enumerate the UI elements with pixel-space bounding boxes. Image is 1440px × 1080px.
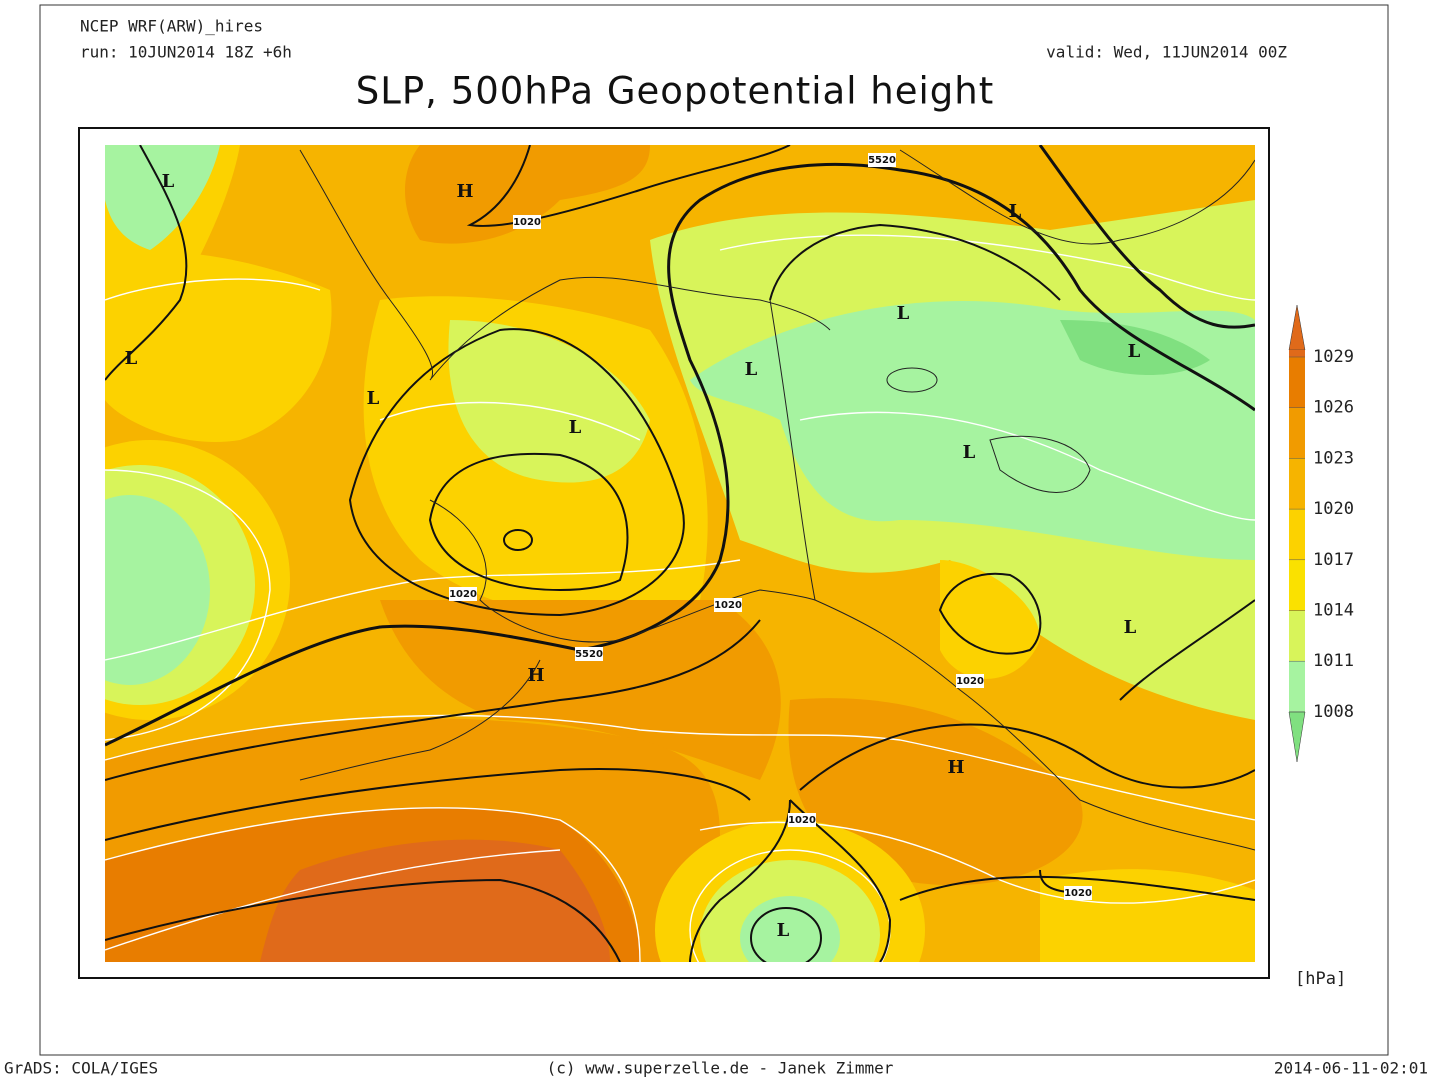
contour-label: 5520 [575,649,603,660]
contour-label-box [956,674,984,688]
colorbar-label: 1008 [1313,702,1354,722]
contour-label: 1020 [1064,888,1092,899]
valid-time: valid: Wed, 11JUN2014 00Z [1046,43,1287,62]
contour-label: 1020 [714,600,742,611]
contour-label-box [449,587,477,601]
pressure-center: L [777,920,790,941]
contour-label: 1020 [956,676,984,687]
pressure-center: H [456,181,473,202]
pressure-center: L [745,359,758,380]
colorbar-unit: [hPa] [1295,969,1346,989]
contour-label: 1020 [788,815,816,826]
footer-center: (c) www.superzelle.de - Janek Zimmer [547,1059,894,1078]
contour-label-box [868,153,896,167]
colorbar-label: 1026 [1313,398,1354,418]
pressure-center: H [527,665,544,686]
model-name: NCEP WRF(ARW)_hires [80,17,263,36]
contour-label: 1020 [449,589,477,600]
colorbar-label: 1029 [1313,347,1354,367]
pressure-center: L [367,388,380,409]
contour-labels: 1020 1020 1020 1020 1020 1020 5520 5520 [449,153,1092,900]
colorbar: 1029 1026 1023 1020 1017 1014 1011 1008 [1288,304,1354,763]
map-frame [78,127,1270,979]
colorbar-label: 1023 [1313,448,1354,468]
colorbar-label: 1011 [1313,651,1354,671]
footer-right: 2014-06-11-02:01 [1274,1059,1428,1078]
pressure-center: L [963,442,976,463]
contour-label-box [575,647,603,661]
pressure-centers: L L L L L L L L L L L H H H [125,171,1141,941]
pressure-center: L [897,303,910,324]
map-title: SLP, 500hPa Geopotential height [356,70,994,113]
contour-label: 5520 [868,155,896,166]
pressure-center: L [1009,201,1022,222]
outer-frame [39,4,1389,1056]
run-time: run: 10JUN2014 18Z +6h [80,43,292,62]
colorbar-label: 1020 [1313,499,1354,519]
colorbar-label: 1017 [1313,550,1354,570]
contour-label-box [788,813,816,827]
pressure-center: H [947,757,964,778]
footer-left: GrADS: COLA/IGES [4,1059,158,1078]
colorbar-label: 1014 [1313,601,1354,621]
pressure-center: L [1128,341,1141,362]
pressure-center: L [1124,617,1137,638]
pressure-center: L [125,348,138,369]
contour-label-box [1064,886,1092,900]
contour-label: 1020 [513,217,541,228]
map-field [105,145,1255,962]
contour-label-box [513,215,541,229]
contour-label-box [714,598,742,612]
pressure-center: L [162,171,175,192]
pressure-center: L [569,417,582,438]
